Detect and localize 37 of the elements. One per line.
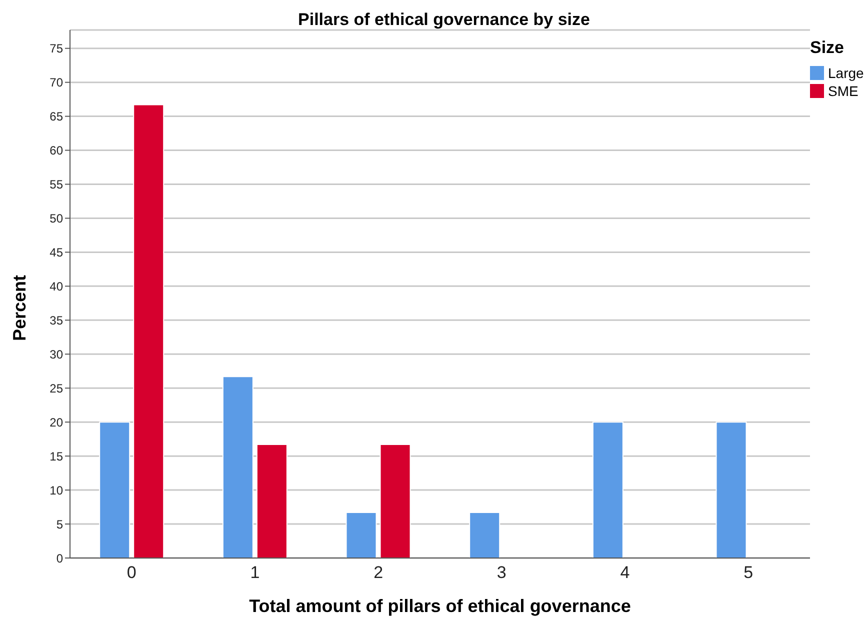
bar: [716, 422, 747, 558]
bar: [256, 444, 288, 558]
bar: [346, 512, 377, 558]
legend-label: SME: [828, 82, 858, 100]
y-tick-label: 70: [50, 76, 64, 90]
y-tick-label: 5: [56, 517, 64, 532]
bar: [222, 376, 254, 558]
y-tick-label: 15: [50, 449, 64, 464]
bar: [469, 512, 500, 558]
y-tick-label: 55: [50, 178, 64, 192]
y-tick-label: 35: [50, 313, 64, 328]
x-tick-label: 0: [126, 563, 136, 582]
y-tick-label: 25: [50, 381, 64, 396]
chart-title: Pillars of ethical governance by size: [297, 10, 591, 30]
bar: [99, 422, 130, 558]
y-tick-label: 10: [50, 483, 64, 498]
y-tick-label: 50: [50, 211, 64, 226]
legend-title: Size: [810, 38, 846, 58]
y-tick-label: 40: [50, 279, 64, 294]
x-axis-title: Total amount of pillars of ethical governance: [248, 596, 632, 617]
y-tick-label: 20: [50, 415, 64, 430]
x-tick-label: 3: [496, 563, 506, 582]
x-tick-label: 5: [744, 563, 754, 582]
y-axis-title: Percent: [10, 274, 30, 342]
y-tick-label: 30: [50, 347, 64, 362]
y-tick-label: 65: [50, 110, 64, 124]
bar: [380, 444, 411, 558]
bar: [592, 422, 624, 558]
x-tick-label: 2: [374, 563, 384, 582]
y-tick-label: 0: [56, 551, 64, 566]
bar: [133, 104, 164, 558]
y-tick-label: 60: [50, 144, 64, 158]
legend-label: Large: [828, 64, 864, 82]
y-tick-label: 75: [50, 42, 64, 56]
x-tick-label: 4: [620, 563, 630, 582]
x-tick-label: 1: [250, 563, 260, 582]
y-tick-label: 45: [50, 245, 64, 260]
